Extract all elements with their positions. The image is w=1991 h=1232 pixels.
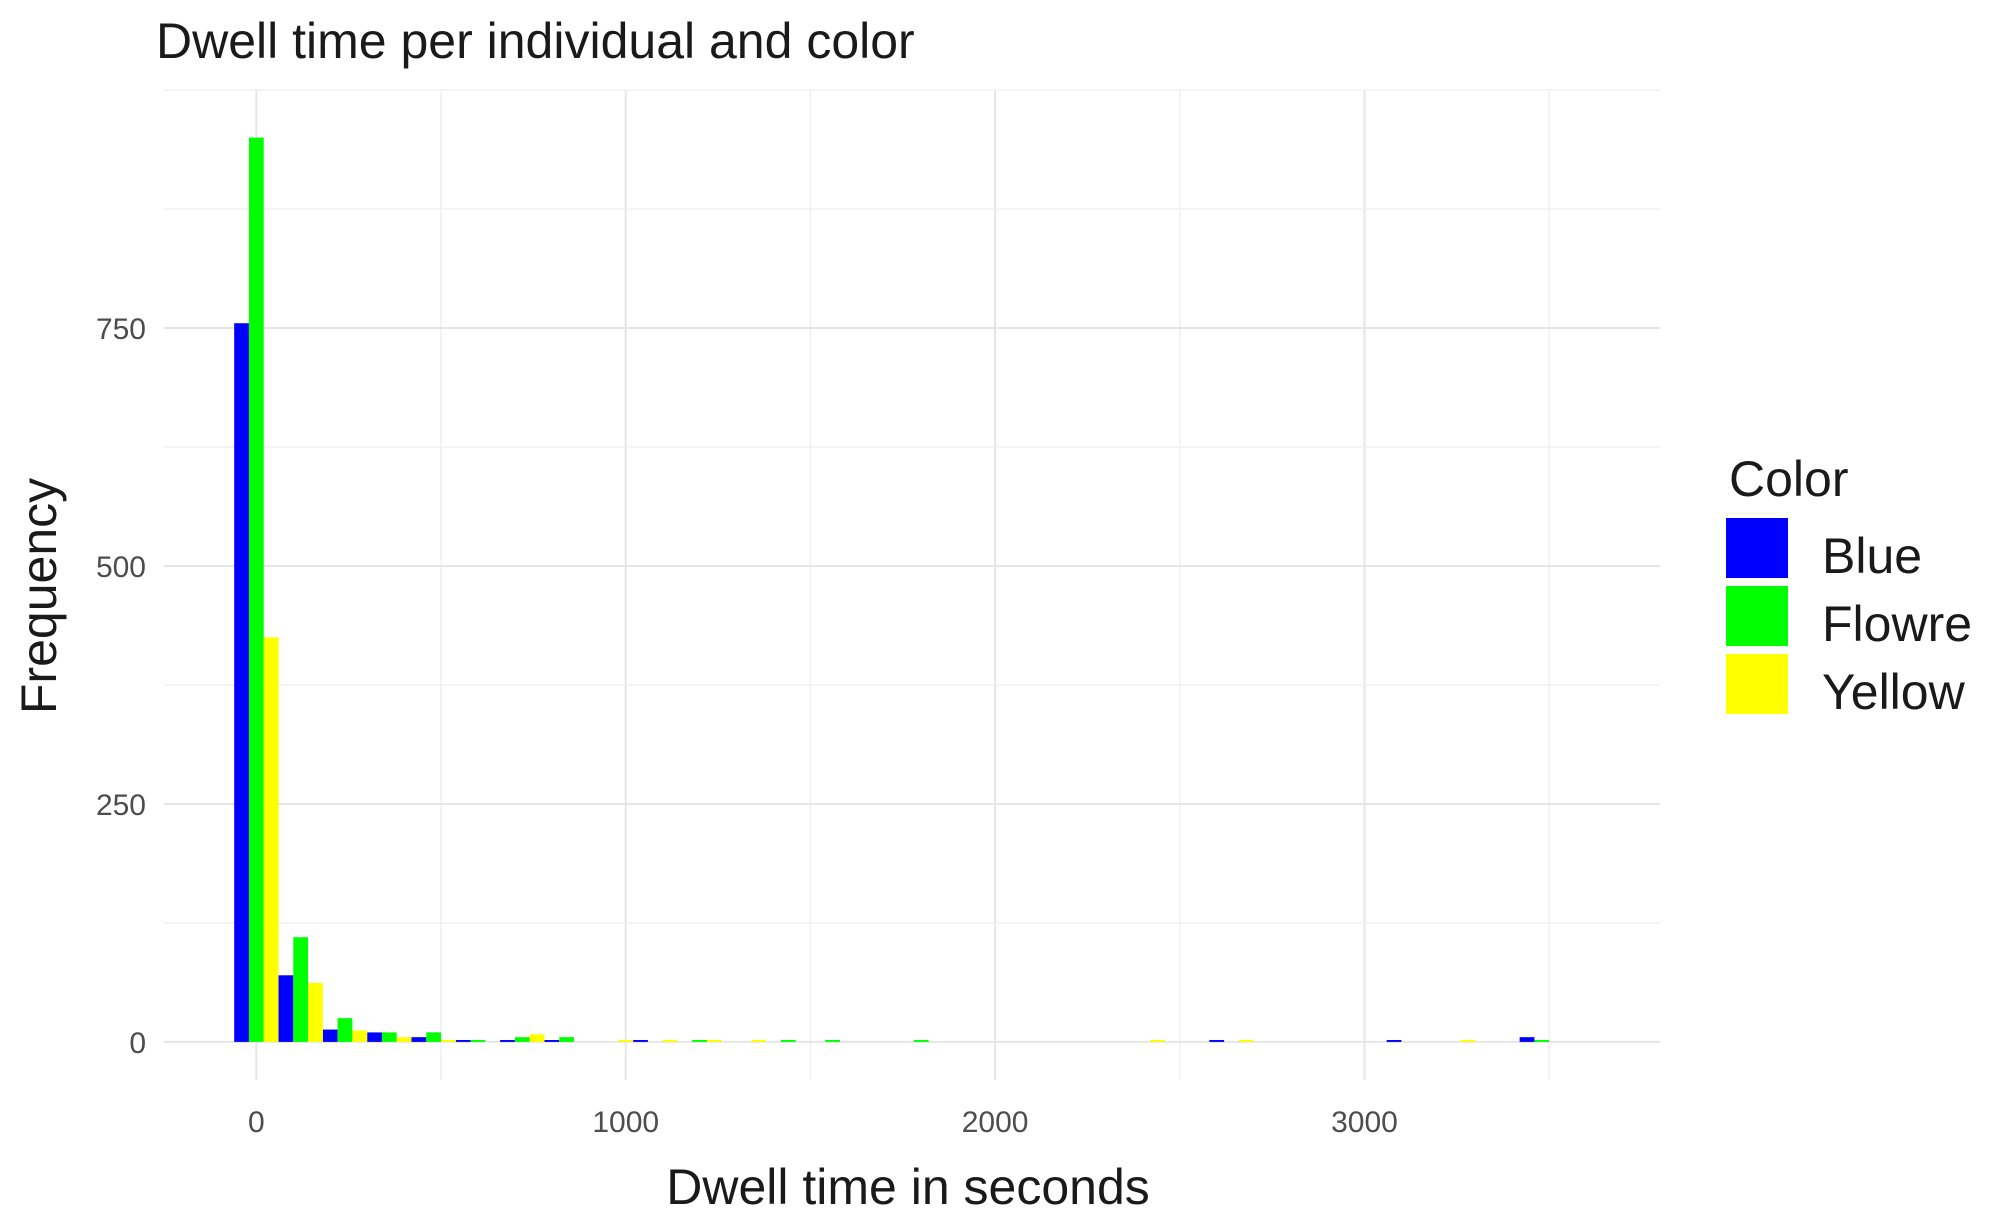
bar-yellow [308, 982, 323, 1042]
legend: Color Blue Flowre Yellow [1726, 451, 1972, 720]
x-tick-label: 2000 [962, 1106, 1029, 1139]
bar-blue [500, 1040, 515, 1042]
bar-flowre [248, 137, 264, 1042]
bar-yellow [706, 1040, 722, 1042]
bar-flowre [1534, 1040, 1550, 1042]
bar-yellow [751, 1040, 767, 1042]
bar-flowre [381, 1032, 397, 1042]
bar-blue [367, 1032, 382, 1042]
y-tick-labels: 0 250 500 750 [96, 313, 146, 1060]
bar-flowre [825, 1040, 840, 1042]
x-axis-title: Dwell time in seconds [666, 1159, 1150, 1215]
bar-yellow [1150, 1040, 1166, 1042]
bar-blue [455, 1040, 471, 1042]
legend-label-yellow: Yellow [1822, 664, 1966, 720]
bar-flowre [514, 1037, 530, 1042]
bar-blue [234, 323, 249, 1042]
bar-flowre [780, 1040, 796, 1042]
y-tick-label: 500 [96, 551, 146, 584]
y-axis-title: Frequency [11, 478, 67, 714]
bar-yellow [263, 637, 279, 1042]
bar-yellow [1238, 1040, 1254, 1042]
bar-yellow [441, 1040, 456, 1042]
bar-flowre [692, 1040, 707, 1042]
bar-flowre [470, 1040, 486, 1042]
bar-flowre [913, 1040, 929, 1042]
x-tick-label: 1000 [592, 1106, 659, 1139]
bar-yellow [662, 1040, 678, 1042]
bar-blue [544, 1040, 560, 1042]
bar-yellow [529, 1034, 545, 1042]
bar-flowre [559, 1037, 575, 1042]
bar-flowre [293, 937, 309, 1042]
legend-label-flowre: Flowre [1822, 596, 1972, 652]
y-tick-label: 750 [96, 313, 146, 346]
bar-flowre [426, 1032, 442, 1042]
y-tick-label: 0 [129, 1027, 146, 1060]
bar-blue [322, 1029, 338, 1042]
bar-blue [411, 1037, 427, 1042]
bar-blue [1386, 1040, 1402, 1042]
bar-yellow [352, 1030, 368, 1042]
x-tick-label: 3000 [1331, 1106, 1398, 1139]
legend-swatch-yellow [1726, 654, 1788, 714]
bar-flowre [337, 1018, 353, 1042]
bar-yellow [396, 1037, 412, 1042]
bar-blue [1519, 1037, 1535, 1042]
legend-title: Color [1729, 451, 1848, 507]
bar-blue [633, 1040, 648, 1042]
grid-lines [164, 89, 1660, 1080]
bar-yellow [1460, 1040, 1476, 1042]
x-tick-label: 0 [248, 1106, 265, 1139]
y-tick-label: 250 [96, 789, 146, 822]
bar-blue [278, 975, 294, 1042]
legend-swatch-blue [1726, 518, 1788, 578]
bar-blue [1209, 1040, 1225, 1042]
bar-yellow [618, 1040, 634, 1042]
bars [234, 137, 1550, 1042]
legend-label-blue: Blue [1822, 528, 1922, 584]
legend-swatch-flowre [1726, 586, 1788, 646]
chart-title: Dwell time per individual and color [156, 13, 915, 69]
x-tick-labels: 0 1000 2000 3000 [248, 1106, 1398, 1139]
